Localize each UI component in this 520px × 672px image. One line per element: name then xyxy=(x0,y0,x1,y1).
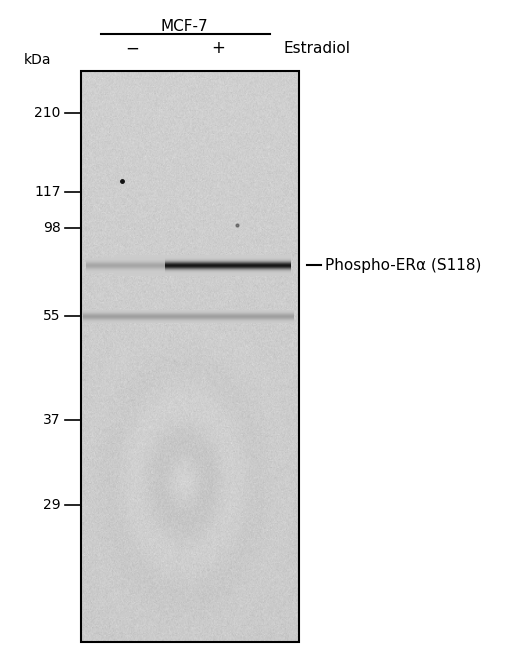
Text: 98: 98 xyxy=(43,222,61,235)
Text: MCF-7: MCF-7 xyxy=(161,19,209,34)
Text: Estradiol: Estradiol xyxy=(283,41,350,56)
Text: 37: 37 xyxy=(43,413,61,427)
Text: kDa: kDa xyxy=(23,54,51,67)
Text: 210: 210 xyxy=(34,106,61,120)
Text: 29: 29 xyxy=(43,499,61,512)
Bar xyxy=(81,71,299,642)
Text: +: + xyxy=(212,40,225,57)
Text: 117: 117 xyxy=(34,185,61,198)
Text: Phospho-ERα (S118): Phospho-ERα (S118) xyxy=(325,258,482,273)
Text: −: − xyxy=(126,40,139,57)
Text: 55: 55 xyxy=(43,309,61,323)
